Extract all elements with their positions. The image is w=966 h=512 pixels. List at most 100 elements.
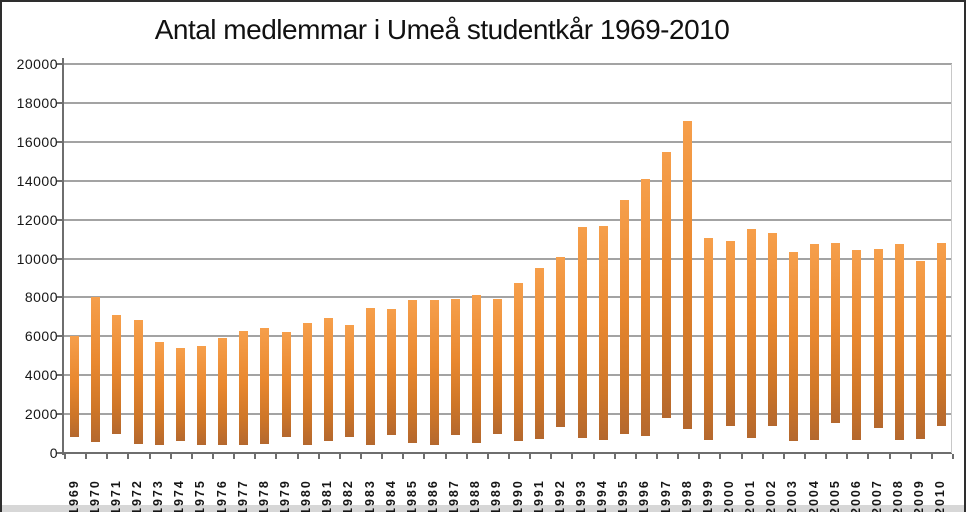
x-axis-label: 1998 <box>679 479 694 512</box>
x-axis-label: 1984 <box>383 479 398 512</box>
bar-2007 <box>873 248 883 428</box>
x-tick-mark <box>423 454 426 459</box>
x-tick-mark <box>106 454 109 459</box>
y-axis-label: 14000 <box>16 172 58 189</box>
x-axis-label: 2009 <box>912 479 927 512</box>
x-tick-mark <box>867 454 870 459</box>
x-axis-label: 1983 <box>362 479 377 512</box>
x-tick-mark <box>571 454 574 459</box>
y-axis-label: 4000 <box>24 367 58 384</box>
x-tick-mark <box>127 454 130 459</box>
y-axis-label: 12000 <box>16 211 58 228</box>
x-axis-label: 1988 <box>468 479 483 512</box>
x-axis-label: 1976 <box>214 479 229 512</box>
x-tick-mark <box>930 454 933 459</box>
x-tick-mark <box>740 454 743 459</box>
x-tick-mark <box>360 454 362 459</box>
bar-1984 <box>387 309 397 435</box>
bar-1997 <box>662 151 672 418</box>
y-axis-label: 18000 <box>16 94 58 111</box>
y-tick-mark <box>57 63 64 65</box>
x-tick-mark <box>677 454 680 459</box>
x-axis-label: 2010 <box>933 479 948 512</box>
gridline <box>64 374 952 377</box>
bar-2001 <box>746 229 756 439</box>
bottom-edge-strip <box>2 505 964 512</box>
x-tick-mark <box>698 454 701 459</box>
x-axis-label: 1985 <box>404 479 419 512</box>
x-axis-label: 2003 <box>785 479 800 512</box>
gridline <box>64 413 952 416</box>
x-axis-label: 2005 <box>827 479 842 512</box>
gridline <box>64 179 952 182</box>
bar-1976 <box>218 338 228 446</box>
bar-1988 <box>471 294 481 444</box>
x-tick-mark <box>169 454 172 459</box>
x-axis-label: 1987 <box>447 479 462 512</box>
x-axis-label: 1979 <box>278 479 292 512</box>
bar-2004 <box>810 243 820 441</box>
y-tick-mark <box>57 218 64 221</box>
gridline <box>64 218 952 221</box>
bar-1981 <box>323 317 333 442</box>
x-tick-mark <box>254 454 257 459</box>
x-tick-mark <box>444 454 447 459</box>
bar-1987 <box>450 299 460 436</box>
x-tick-mark <box>338 454 341 459</box>
bar-1982 <box>344 324 354 438</box>
x-axis-label: 2007 <box>870 479 884 512</box>
y-tick-mark <box>57 140 64 143</box>
x-tick-mark <box>275 454 278 459</box>
x-tick-mark <box>613 454 616 459</box>
gridline <box>64 140 952 143</box>
x-tick-mark <box>296 454 299 459</box>
y-tick-mark <box>57 296 64 299</box>
bar-1985 <box>408 300 418 444</box>
x-tick-mark <box>64 454 66 459</box>
x-tick-mark <box>909 454 912 459</box>
bar-1977 <box>239 330 249 446</box>
x-tick-mark <box>486 454 489 459</box>
x-axis-label: 1973 <box>151 479 166 512</box>
y-tick-mark <box>57 101 64 104</box>
bar-1989 <box>492 299 502 435</box>
bar-2000 <box>725 241 735 426</box>
x-tick-mark <box>381 454 384 459</box>
bar-1970 <box>91 297 101 443</box>
x-tick-mark <box>804 454 806 459</box>
bar-1991 <box>535 268 545 440</box>
x-axis-label: 1989 <box>489 479 504 512</box>
x-axis-label: 1971 <box>108 479 123 512</box>
bar-2003 <box>788 251 798 442</box>
y-tick-mark <box>57 335 64 338</box>
x-tick-mark <box>634 454 637 459</box>
x-tick-mark <box>317 454 320 459</box>
x-axis-label: 1993 <box>574 479 588 512</box>
x-axis-label: 1981 <box>320 479 335 512</box>
bar-1995 <box>619 200 629 434</box>
x-axis-label: 2001 <box>743 479 758 512</box>
x-axis <box>62 452 952 454</box>
y-tick-mark <box>57 413 64 416</box>
bar-2010 <box>936 242 946 426</box>
x-axis-label: 2006 <box>848 479 863 512</box>
x-tick-mark <box>233 454 236 459</box>
bar-1994 <box>598 226 608 441</box>
y-tick-mark <box>57 257 64 260</box>
y-axis-label: 0 <box>49 445 58 461</box>
x-axis-label: 2008 <box>891 479 906 512</box>
bar-1979 <box>281 332 291 438</box>
x-axis-label: 1999 <box>700 479 715 512</box>
bar-1972 <box>133 319 143 445</box>
y-tick-mark <box>57 374 64 377</box>
bar-1978 <box>260 327 270 445</box>
y-axis-label: 2000 <box>24 406 58 423</box>
x-tick-mark <box>952 454 954 459</box>
y-axis-label: 20000 <box>16 56 58 72</box>
x-tick-mark <box>85 454 88 459</box>
x-axis-label: 1995 <box>616 479 631 512</box>
bar-1969 <box>70 336 80 438</box>
bar-2008 <box>894 243 904 441</box>
x-axis-label: 1990 <box>510 479 525 512</box>
